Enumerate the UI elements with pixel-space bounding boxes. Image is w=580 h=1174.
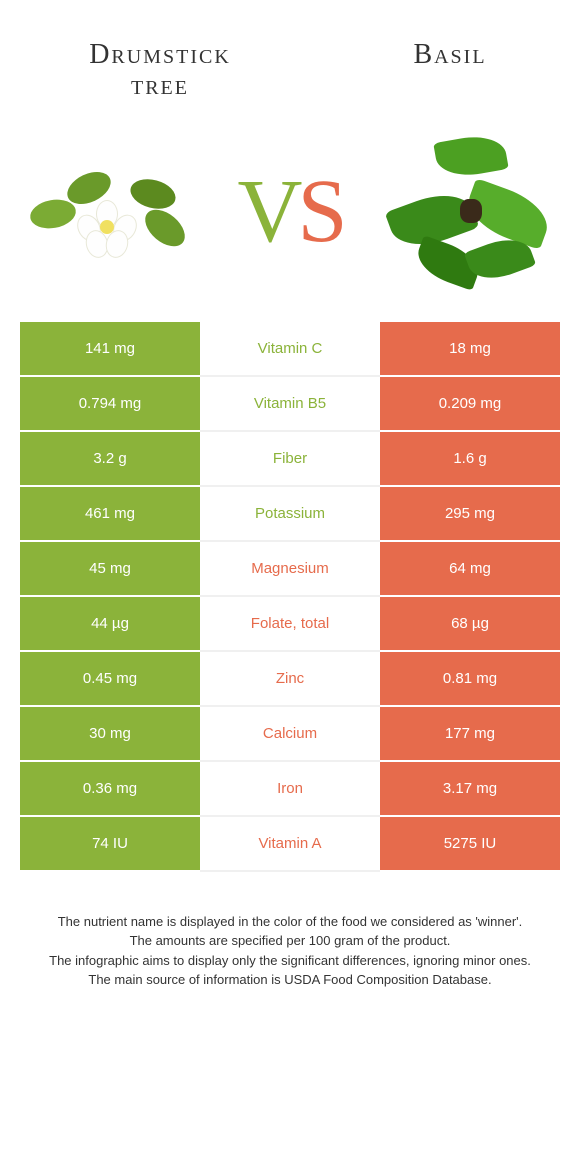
food-image-left xyxy=(30,142,190,282)
value-right: 0.81 mg xyxy=(380,652,560,707)
value-right: 177 mg xyxy=(380,707,560,762)
value-left: 0.36 mg xyxy=(20,762,200,817)
value-left: 45 mg xyxy=(20,542,200,597)
nutrient-label: Fiber xyxy=(200,432,380,487)
value-left: 30 mg xyxy=(20,707,200,762)
basil-illustration xyxy=(390,137,550,287)
nutrient-label: Potassium xyxy=(200,487,380,542)
footer-line: The nutrient name is displayed in the co… xyxy=(30,912,550,932)
nutrient-table: 141 mgVitamin C18 mg0.794 mgVitamin B50.… xyxy=(20,322,560,872)
nutrient-label: Vitamin B5 xyxy=(200,377,380,432)
table-row: 0.36 mgIron3.17 mg xyxy=(20,762,560,817)
drumstick-illustration xyxy=(30,152,190,272)
value-left: 141 mg xyxy=(20,322,200,377)
table-row: 0.45 mgZinc0.81 mg xyxy=(20,652,560,707)
table-row: 3.2 gFiber1.6 g xyxy=(20,432,560,487)
footer-line: The main source of information is USDA F… xyxy=(30,970,550,990)
value-left: 74 IU xyxy=(20,817,200,872)
header: Drumstick tree Basil xyxy=(0,0,580,122)
nutrient-label: Iron xyxy=(200,762,380,817)
value-right: 68 µg xyxy=(380,597,560,652)
nutrient-label: Zinc xyxy=(200,652,380,707)
value-right: 64 mg xyxy=(380,542,560,597)
vs-label: VS xyxy=(237,160,342,263)
footer-line: The amounts are specified per 100 gram o… xyxy=(30,931,550,951)
value-left: 461 mg xyxy=(20,487,200,542)
table-row: 44 µgFolate, total68 µg xyxy=(20,597,560,652)
value-left: 0.45 mg xyxy=(20,652,200,707)
table-row: 0.794 mgVitamin B50.209 mg xyxy=(20,377,560,432)
food-title-left: Drumstick tree xyxy=(60,40,260,102)
nutrient-label: Magnesium xyxy=(200,542,380,597)
table-row: 74 IUVitamin A5275 IU xyxy=(20,817,560,872)
footer-line: The infographic aims to display only the… xyxy=(30,951,550,971)
food-title-right: Basil xyxy=(380,40,520,102)
value-left: 44 µg xyxy=(20,597,200,652)
footer-notes: The nutrient name is displayed in the co… xyxy=(0,912,580,990)
vs-v: V xyxy=(237,162,297,261)
nutrient-label: Vitamin C xyxy=(200,322,380,377)
value-right: 5275 IU xyxy=(380,817,560,872)
food-image-right xyxy=(390,142,550,282)
image-row: VS xyxy=(0,122,580,322)
table-row: 45 mgMagnesium64 mg xyxy=(20,542,560,597)
value-left: 0.794 mg xyxy=(20,377,200,432)
value-right: 295 mg xyxy=(380,487,560,542)
nutrient-label: Vitamin A xyxy=(200,817,380,872)
table-row: 461 mgPotassium295 mg xyxy=(20,487,560,542)
value-right: 1.6 g xyxy=(380,432,560,487)
value-right: 0.209 mg xyxy=(380,377,560,432)
value-left: 3.2 g xyxy=(20,432,200,487)
table-row: 30 mgCalcium177 mg xyxy=(20,707,560,762)
table-row: 141 mgVitamin C18 mg xyxy=(20,322,560,377)
nutrient-label: Calcium xyxy=(200,707,380,762)
value-right: 18 mg xyxy=(380,322,560,377)
value-right: 3.17 mg xyxy=(380,762,560,817)
nutrient-label: Folate, total xyxy=(200,597,380,652)
vs-s: S xyxy=(297,162,342,261)
